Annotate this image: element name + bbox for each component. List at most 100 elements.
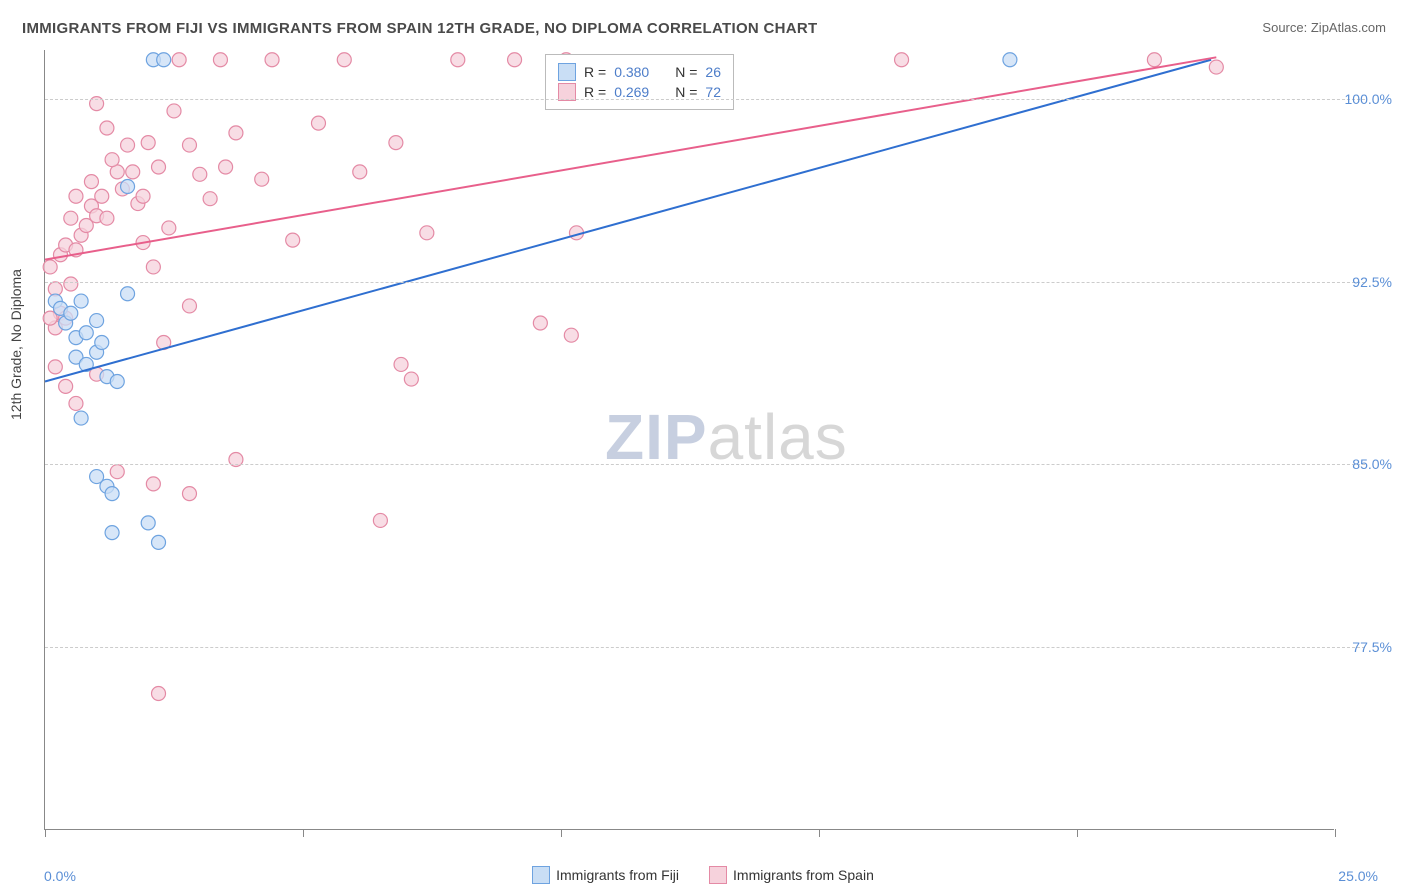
- data-point: [564, 328, 578, 342]
- y-tick-label: 85.0%: [1352, 456, 1392, 472]
- data-point: [95, 336, 109, 350]
- legend-row: R = 0.380 N = 26: [558, 63, 721, 81]
- legend-r-value: 0.380: [614, 64, 649, 80]
- data-point: [141, 516, 155, 530]
- x-tick: [1335, 829, 1336, 837]
- legend-r-label: R =: [584, 64, 606, 80]
- y-tick-label: 92.5%: [1352, 274, 1392, 290]
- data-point: [404, 372, 418, 386]
- data-point: [229, 126, 243, 140]
- legend-swatch: [532, 866, 550, 884]
- data-point: [1003, 53, 1017, 67]
- chart-title: IMMIGRANTS FROM FIJI VS IMMIGRANTS FROM …: [22, 20, 818, 37]
- data-point: [121, 180, 135, 194]
- data-point: [533, 316, 547, 330]
- data-point: [1147, 53, 1161, 67]
- data-point: [152, 687, 166, 701]
- plot-area: ZIPatlas R =0.380N =26R =0.269N =72: [44, 50, 1334, 830]
- legend-n-label: N =: [675, 64, 697, 80]
- data-point: [152, 160, 166, 174]
- data-point: [451, 53, 465, 67]
- legend-series: Immigrants from Fiji Immigrants from Spai…: [0, 866, 1406, 884]
- data-point: [146, 260, 160, 274]
- data-point: [311, 116, 325, 130]
- legend-label: Immigrants from Fiji: [556, 867, 679, 883]
- legend-correlation: R = 0.380 N = 26R = 0.269 N = 72: [545, 54, 734, 110]
- x-axis-min-label: 0.0%: [44, 868, 76, 884]
- legend-n-label: N =: [675, 84, 697, 100]
- x-tick: [303, 829, 304, 837]
- data-point: [141, 136, 155, 150]
- data-point: [105, 526, 119, 540]
- data-point: [64, 277, 78, 291]
- data-point: [255, 172, 269, 186]
- legend-r-value: 0.269: [614, 84, 649, 100]
- data-point: [121, 287, 135, 301]
- data-point: [389, 136, 403, 150]
- data-point: [126, 165, 140, 179]
- data-point: [167, 104, 181, 118]
- data-point: [162, 221, 176, 235]
- gridline: [45, 647, 1365, 648]
- legend-n-value: 72: [705, 84, 721, 100]
- legend-label: Immigrants from Spain: [733, 867, 874, 883]
- data-point: [182, 299, 196, 313]
- data-point: [182, 138, 196, 152]
- data-point: [121, 138, 135, 152]
- data-point: [100, 211, 114, 225]
- data-point: [146, 477, 160, 491]
- data-point: [69, 189, 83, 203]
- legend-item: Immigrants from Fiji: [532, 866, 679, 884]
- data-point: [203, 192, 217, 206]
- data-point: [420, 226, 434, 240]
- data-point: [110, 375, 124, 389]
- data-point: [152, 535, 166, 549]
- data-point: [105, 487, 119, 501]
- data-point: [79, 326, 93, 340]
- data-point: [265, 53, 279, 67]
- data-point: [172, 53, 186, 67]
- gridline: [45, 99, 1365, 100]
- data-point: [213, 53, 227, 67]
- data-point: [136, 189, 150, 203]
- data-point: [105, 153, 119, 167]
- data-point: [508, 53, 522, 67]
- y-tick-label: 77.5%: [1352, 639, 1392, 655]
- data-point: [59, 379, 73, 393]
- legend-item: Immigrants from Spain: [709, 866, 874, 884]
- data-point: [43, 260, 57, 274]
- data-point: [895, 53, 909, 67]
- data-point: [353, 165, 367, 179]
- data-point: [394, 357, 408, 371]
- data-point: [64, 306, 78, 320]
- x-tick: [1077, 829, 1078, 837]
- chart-svg: [45, 50, 1334, 829]
- source-attribution: Source: ZipAtlas.com: [1262, 20, 1386, 35]
- data-point: [64, 211, 78, 225]
- data-point: [74, 411, 88, 425]
- data-point: [337, 53, 351, 67]
- data-point: [157, 53, 171, 67]
- x-axis-max-label: 25.0%: [1338, 868, 1378, 884]
- legend-swatch: [709, 866, 727, 884]
- data-point: [100, 121, 114, 135]
- x-tick: [819, 829, 820, 837]
- data-point: [286, 233, 300, 247]
- x-tick: [561, 829, 562, 837]
- gridline: [45, 464, 1365, 465]
- x-tick: [45, 829, 46, 837]
- data-point: [48, 360, 62, 374]
- source-label: Source:: [1262, 20, 1307, 35]
- legend-n-value: 26: [705, 64, 721, 80]
- data-point: [84, 175, 98, 189]
- data-point: [182, 487, 196, 501]
- data-point: [69, 396, 83, 410]
- data-point: [219, 160, 233, 174]
- data-point: [373, 513, 387, 527]
- y-axis-label: 12th Grade, No Diploma: [8, 269, 24, 420]
- data-point: [1209, 60, 1223, 74]
- data-point: [95, 189, 109, 203]
- data-point: [193, 167, 207, 181]
- source-link[interactable]: ZipAtlas.com: [1311, 20, 1386, 35]
- gridline: [45, 282, 1365, 283]
